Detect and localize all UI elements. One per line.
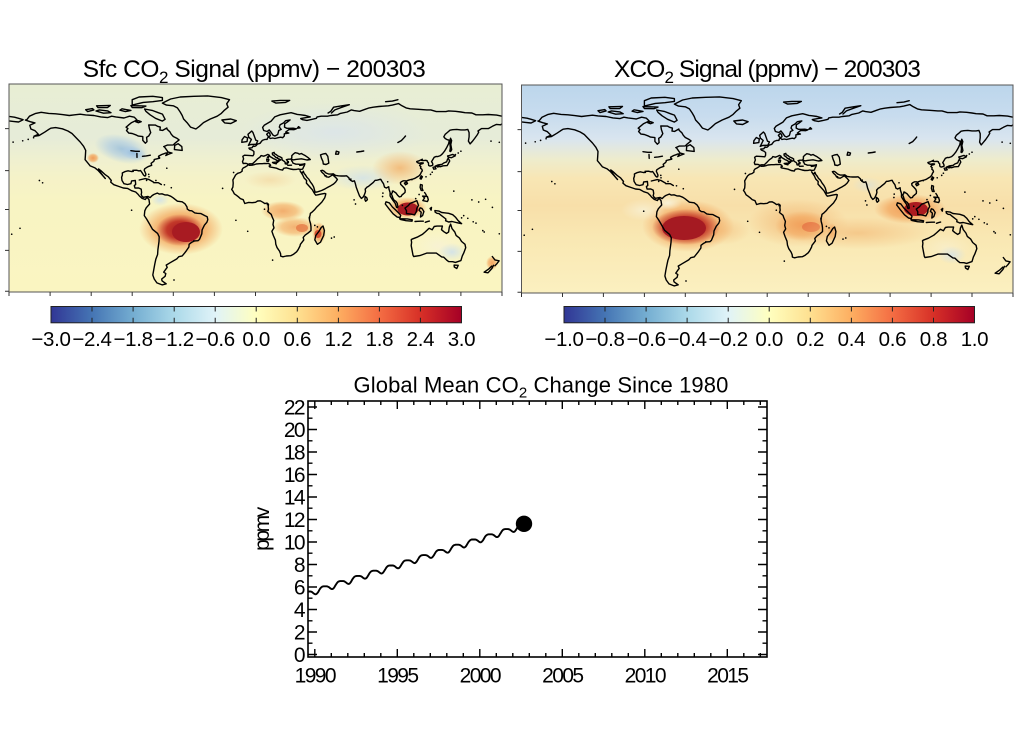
- svg-text:18: 18: [284, 442, 305, 465]
- svg-text:0.6: 0.6: [283, 328, 311, 351]
- svg-text:16: 16: [284, 464, 305, 487]
- svg-text:−0.8: −0.8: [585, 328, 624, 351]
- svg-text:−2.4: −2.4: [72, 328, 111, 351]
- svg-text:−1.2: −1.2: [155, 328, 194, 351]
- svg-text:1.0: 1.0: [961, 328, 989, 351]
- svg-text:1990: 1990: [295, 665, 336, 688]
- svg-text:2015: 2015: [707, 665, 748, 688]
- svg-text:2: 2: [294, 622, 305, 645]
- svg-text:6: 6: [294, 577, 305, 600]
- svg-text:8: 8: [294, 554, 305, 577]
- svg-text:−0.6: −0.6: [626, 328, 665, 351]
- svg-text:0.2: 0.2: [796, 328, 824, 351]
- svg-text:0.6: 0.6: [879, 328, 907, 351]
- svg-text:1.8: 1.8: [366, 328, 394, 351]
- svg-text:−1.8: −1.8: [113, 328, 152, 351]
- svg-text:Global Mean CO2 Change Since 1: Global Mean CO2 Change Since 1980: [354, 373, 729, 402]
- svg-text:ppmv: ppmv: [251, 506, 274, 551]
- svg-text:22: 22: [284, 397, 305, 420]
- svg-text:1.2: 1.2: [325, 328, 353, 351]
- svg-text:−0.2: −0.2: [709, 328, 748, 351]
- svg-text:2005: 2005: [542, 665, 583, 688]
- svg-text:1995: 1995: [377, 665, 418, 688]
- svg-text:0.0: 0.0: [242, 328, 270, 351]
- svg-text:10: 10: [284, 532, 305, 555]
- svg-text:20: 20: [284, 419, 305, 442]
- svg-text:3.0: 3.0: [448, 328, 476, 351]
- svg-text:XCO2 Signal (ppmv) − 200303: XCO2 Signal (ppmv) − 200303: [614, 56, 920, 87]
- svg-text:4: 4: [294, 599, 306, 622]
- svg-text:−1.0: −1.0: [544, 328, 583, 351]
- svg-text:−3.0: −3.0: [31, 328, 70, 351]
- svg-text:2010: 2010: [625, 665, 666, 688]
- svg-text:2.4: 2.4: [407, 328, 435, 351]
- svg-text:−0.4: −0.4: [667, 328, 706, 351]
- svg-text:12: 12: [284, 509, 305, 532]
- svg-text:2000: 2000: [460, 665, 501, 688]
- svg-text:0.0: 0.0: [755, 328, 783, 351]
- svg-text:14: 14: [284, 487, 306, 510]
- svg-text:0.4: 0.4: [838, 328, 866, 351]
- svg-text:0.8: 0.8: [920, 328, 948, 351]
- svg-text:Sfc CO2 Signal (ppmv) − 200303: Sfc CO2 Signal (ppmv) − 200303: [83, 56, 426, 87]
- svg-text:−0.6: −0.6: [196, 328, 235, 351]
- svg-text:0: 0: [294, 644, 305, 667]
